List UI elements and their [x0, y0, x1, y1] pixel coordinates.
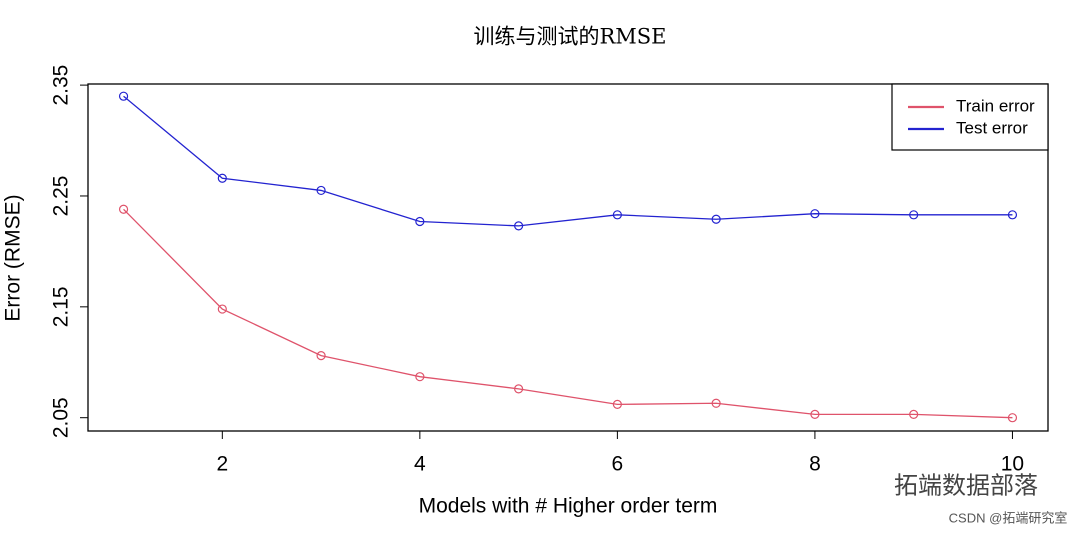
point: [316, 351, 326, 361]
plot-frame: [87, 83, 1049, 432]
point: [612, 399, 622, 409]
point: [217, 304, 227, 314]
x-tick-label: 4: [414, 453, 426, 476]
point: [810, 209, 820, 219]
point: [909, 210, 919, 220]
chart-title: 训练与测试的RMSE: [473, 25, 666, 49]
point: [612, 210, 622, 220]
point: [711, 214, 721, 224]
point: [514, 384, 524, 394]
point: [1007, 413, 1018, 423]
y-tick-label: 2.35: [50, 65, 73, 106]
x-tick-label: 8: [809, 453, 821, 476]
watermark: CSDN @拓端研究室: [949, 510, 1068, 525]
point: [118, 204, 129, 214]
point: [514, 221, 524, 231]
point: [217, 173, 227, 183]
series-line: [123, 208, 1013, 419]
point: [711, 398, 721, 408]
point: [909, 409, 919, 419]
point: [316, 185, 326, 196]
y-tick-label: 2.15: [50, 286, 73, 327]
series-line: [123, 95, 1013, 227]
point: [1007, 210, 1018, 220]
y-axis-label: Error (RMSE): [2, 194, 25, 321]
point: [415, 216, 425, 227]
x-tick-label: 6: [612, 453, 624, 476]
y-tick-label: 2.05: [50, 397, 73, 438]
point: [810, 409, 820, 419]
legend-box: [891, 83, 1049, 151]
watermark: 拓端数据部落: [894, 472, 1038, 499]
legend-label: Test error: [956, 118, 1028, 137]
x-axis-label: Models with # Higher order term: [419, 495, 718, 518]
point: [118, 91, 129, 101]
legend-label: Train error: [956, 96, 1035, 115]
x-tick-label: 10: [1001, 453, 1024, 476]
point: [415, 372, 425, 382]
y-tick-label: 2.25: [50, 176, 73, 217]
x-tick-label: 2: [216, 453, 228, 476]
